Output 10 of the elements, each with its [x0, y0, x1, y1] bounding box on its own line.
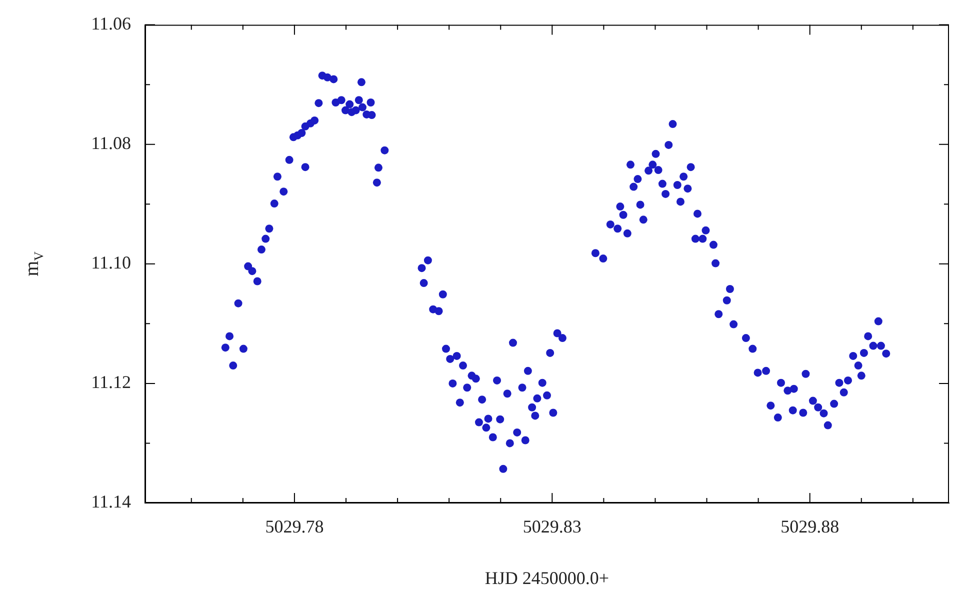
x-tick-label: 5029.88	[780, 516, 840, 537]
x-tick-label: 5029.78	[265, 516, 324, 537]
y-tick-label: 11.06	[91, 14, 131, 34]
y-tick-label: 11.12	[91, 372, 131, 392]
y-tick-label: 11.14	[91, 492, 131, 512]
y-axis-title: mV	[21, 250, 46, 276]
x-tick-label: 5029.83	[522, 516, 582, 537]
y-tick-label: 11.08	[91, 133, 131, 154]
x-axis-title: HJD 2450000.0+	[484, 568, 610, 588]
y-tick-label: 11.10	[91, 252, 131, 273]
